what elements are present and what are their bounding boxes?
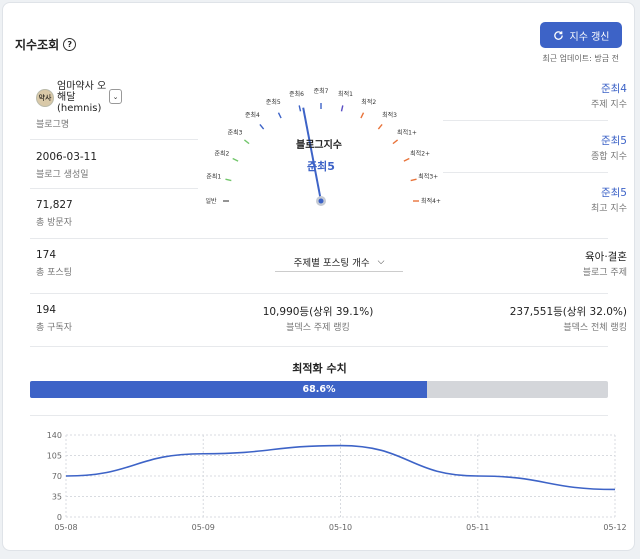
gauge-tick xyxy=(392,139,399,145)
gauge-tick-label: 준최5 xyxy=(266,98,281,106)
divider xyxy=(30,346,608,347)
gauge-tick-label: 최적1+ xyxy=(397,128,417,136)
topic-post-count-dropdown[interactable]: 주제별 포스팅 개수 ⌵ xyxy=(275,253,403,272)
divider xyxy=(30,415,608,416)
optimization-percent: 68.6% xyxy=(302,384,336,395)
gauge-tick-label: 최적3+ xyxy=(418,173,438,181)
blog-index-gauge: 일반 준최1 준최2 준최3 준최4 준최5 준최6 준최7 최적1 최적2 최적3 최적1+ 최적2+… xyxy=(205,87,441,206)
created-label: 블로그 생성일 xyxy=(36,170,89,180)
topic-index-value: 준최4 xyxy=(600,83,627,95)
divider xyxy=(30,139,198,140)
chevron-down-icon[interactable]: ⌄ xyxy=(109,89,122,104)
gauge-title: 블로그지수 xyxy=(296,140,342,151)
topic-rank-value: 10,990등(상위 39.1%) xyxy=(262,306,374,318)
blog-name: 엄마약사 오해달 (hemnis) xyxy=(57,81,107,114)
gauge-tick-label: 최적1 xyxy=(338,90,353,98)
gauge-tick xyxy=(259,123,265,130)
gauge-tick-label: 일반 xyxy=(205,197,217,205)
gauge-tick xyxy=(340,105,344,112)
category-label: 블로그 주제 xyxy=(582,268,627,278)
gauge-tick-label: 최적2+ xyxy=(410,149,430,157)
y-tick-label: 70 xyxy=(52,472,62,481)
gauge-tick xyxy=(377,123,383,130)
refresh-index-button[interactable]: 지수 갱신 xyxy=(540,22,622,48)
gauge-tick-label: 준최7 xyxy=(314,87,329,95)
max-index-label: 최고 지수 xyxy=(591,204,627,214)
blog-index-card: 지수조회? 지수 갱신 최근 업데이트: 방금 전 약사 엄마약사 오해달 (h… xyxy=(2,2,635,551)
gauge-needle xyxy=(302,107,322,202)
gauge-tick-label: 준최6 xyxy=(289,90,304,98)
x-tick-label: 05-08 xyxy=(54,523,77,532)
refresh-label: 지수 갱신 xyxy=(569,31,610,43)
divider xyxy=(443,120,608,121)
visitor-count: 71,827 xyxy=(36,199,73,211)
gauge-tick-label: 최적4+ xyxy=(421,197,441,205)
gauge-tick-label: 최적3 xyxy=(382,111,397,119)
y-tick-label: 140 xyxy=(47,431,62,440)
topic-index-label: 주제 지수 xyxy=(591,100,627,110)
blog-name-label: 블로그명 xyxy=(36,120,70,130)
gauge-tick xyxy=(403,157,410,162)
x-tick-label: 05-09 xyxy=(192,523,215,532)
overall-index-value: 준최5 xyxy=(600,135,627,147)
gauge-tick xyxy=(298,105,302,112)
divider xyxy=(443,172,608,173)
category-value: 육아·결혼 xyxy=(585,251,627,263)
optimization-progress-fill xyxy=(30,381,427,398)
x-tick-label: 05-10 xyxy=(329,523,352,532)
gauge-tick xyxy=(360,112,365,119)
avatar: 약사 xyxy=(36,89,54,107)
chevron-down-icon: ⌵ xyxy=(377,257,385,267)
subscriber-count: 194 xyxy=(36,304,57,316)
gauge-tick xyxy=(232,157,239,162)
updated-text: 최근 업데이트: 방금 전 xyxy=(542,54,619,63)
y-tick-label: 35 xyxy=(52,493,62,502)
gauge-tick-label: 최적2 xyxy=(361,98,376,106)
series-line xyxy=(65,444,616,491)
overall-index-label: 종합 지수 xyxy=(591,152,627,162)
overall-rank-label: 블덱스 전체 랭킹 xyxy=(563,323,627,333)
subscriber-label: 총 구독자 xyxy=(36,323,72,333)
optimization-title: 최적화 수치 xyxy=(292,362,347,375)
post-label: 총 포스팅 xyxy=(36,268,72,278)
divider xyxy=(30,188,198,189)
y-tick-label: 0 xyxy=(57,513,62,522)
gauge-tick-label: 준최3 xyxy=(228,128,243,136)
gauge-value: 준최5 xyxy=(307,160,335,173)
gauge-tick-label: 준최1 xyxy=(206,173,221,181)
gauge-tick-label: 준최4 xyxy=(245,111,260,119)
trend-line-chart: 0 35 70 105 140 05-08 05-09 05-10 05-11 05-12 xyxy=(47,431,627,532)
gauge-tick xyxy=(243,139,250,145)
x-tick-label: 05-12 xyxy=(603,523,626,532)
post-count: 174 xyxy=(36,249,57,261)
x-tick-label: 05-11 xyxy=(466,523,489,532)
overall-rank-value: 237,551등(상위 32.0%) xyxy=(509,306,627,318)
visitor-label: 총 방문자 xyxy=(36,218,72,228)
refresh-icon xyxy=(553,30,563,40)
section-title: 지수조회? xyxy=(15,36,77,53)
topic-rank-label: 블덱스 주제 랭킹 xyxy=(286,323,350,333)
divider xyxy=(30,293,608,294)
gauge-tick xyxy=(277,112,282,119)
gauge-tick xyxy=(410,178,417,182)
optimization-progress-bar: 68.6% xyxy=(30,381,608,398)
max-index-value: 준최5 xyxy=(600,187,627,199)
created-date: 2006-03-11 xyxy=(36,151,98,163)
gauge-tick-label: 준최2 xyxy=(214,149,229,157)
gauge-pivot-center xyxy=(318,198,324,204)
topic-select-label: 주제별 포스팅 개수 xyxy=(293,258,370,269)
help-icon[interactable]: ? xyxy=(63,38,77,51)
y-tick-label: 105 xyxy=(47,452,62,461)
divider xyxy=(30,238,608,239)
gauge-tick xyxy=(225,178,232,182)
